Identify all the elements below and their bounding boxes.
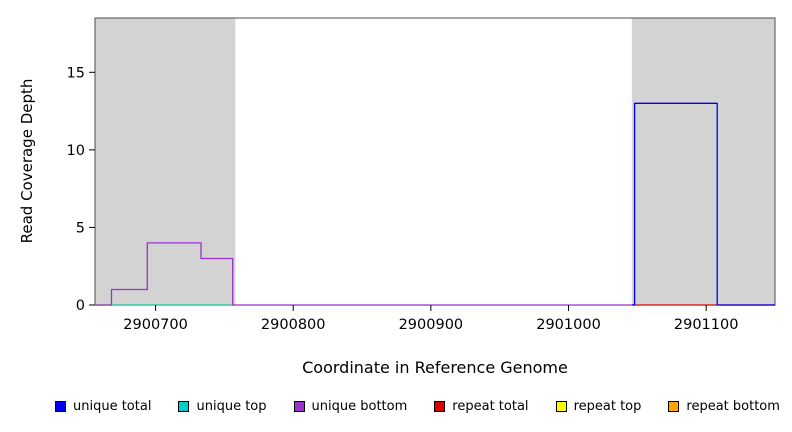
- y-tick-label: 10: [67, 143, 85, 159]
- legend-swatch-repeat-total: [434, 401, 446, 412]
- x-tick-label: 2900800: [261, 317, 326, 333]
- legend-item-repeat-bottom: repeat bottom: [668, 399, 780, 414]
- legend-swatch-unique-top: [178, 401, 190, 412]
- series-unique-total: [631, 102, 775, 306]
- y-tick-label: 5: [76, 220, 85, 236]
- right-repeat-region: [631, 18, 775, 305]
- legend-label: repeat bottom: [686, 399, 780, 414]
- left-repeat-region: [95, 18, 236, 305]
- legend-label: repeat total: [452, 399, 529, 414]
- x-tick-label: 2900900: [399, 317, 464, 333]
- legend-label: unique total: [73, 399, 152, 414]
- y-axis-label: Read Coverage Depth: [18, 78, 36, 244]
- legend-item-repeat-total: repeat total: [434, 399, 529, 414]
- series-unique-bottom: [95, 242, 632, 306]
- legend-swatch-unique-bottom: [293, 401, 305, 412]
- x-axis-label: Coordinate in Reference Genome: [302, 358, 568, 377]
- x-tick-label: 2900700: [123, 317, 188, 333]
- legend-item-repeat-top: repeat top: [555, 399, 642, 414]
- y-tick-label: 15: [67, 65, 85, 81]
- legend: unique total unique top unique bottom repea…: [55, 399, 780, 414]
- legend-item-unique-total: unique total: [55, 399, 151, 414]
- coverage-plot: 2900700 2900800 2900900 2901000 2901100 0 5 10 1…: [67, 17, 776, 333]
- legend-label: unique top: [196, 399, 267, 414]
- legend-label: repeat top: [573, 399, 642, 414]
- y-tick-label: 0: [76, 298, 85, 314]
- legend-swatch-repeat-top: [555, 401, 567, 412]
- x-tick-label: 2901100: [674, 317, 739, 333]
- legend-item-unique-top: unique top: [178, 399, 267, 414]
- legend-swatch-unique-total: [55, 401, 66, 412]
- legend-item-unique-bottom: unique bottom: [293, 399, 408, 414]
- x-tick-label: 2901000: [536, 317, 601, 333]
- legend-label: unique bottom: [311, 399, 408, 414]
- legend-swatch-repeat-bottom: [668, 401, 680, 412]
